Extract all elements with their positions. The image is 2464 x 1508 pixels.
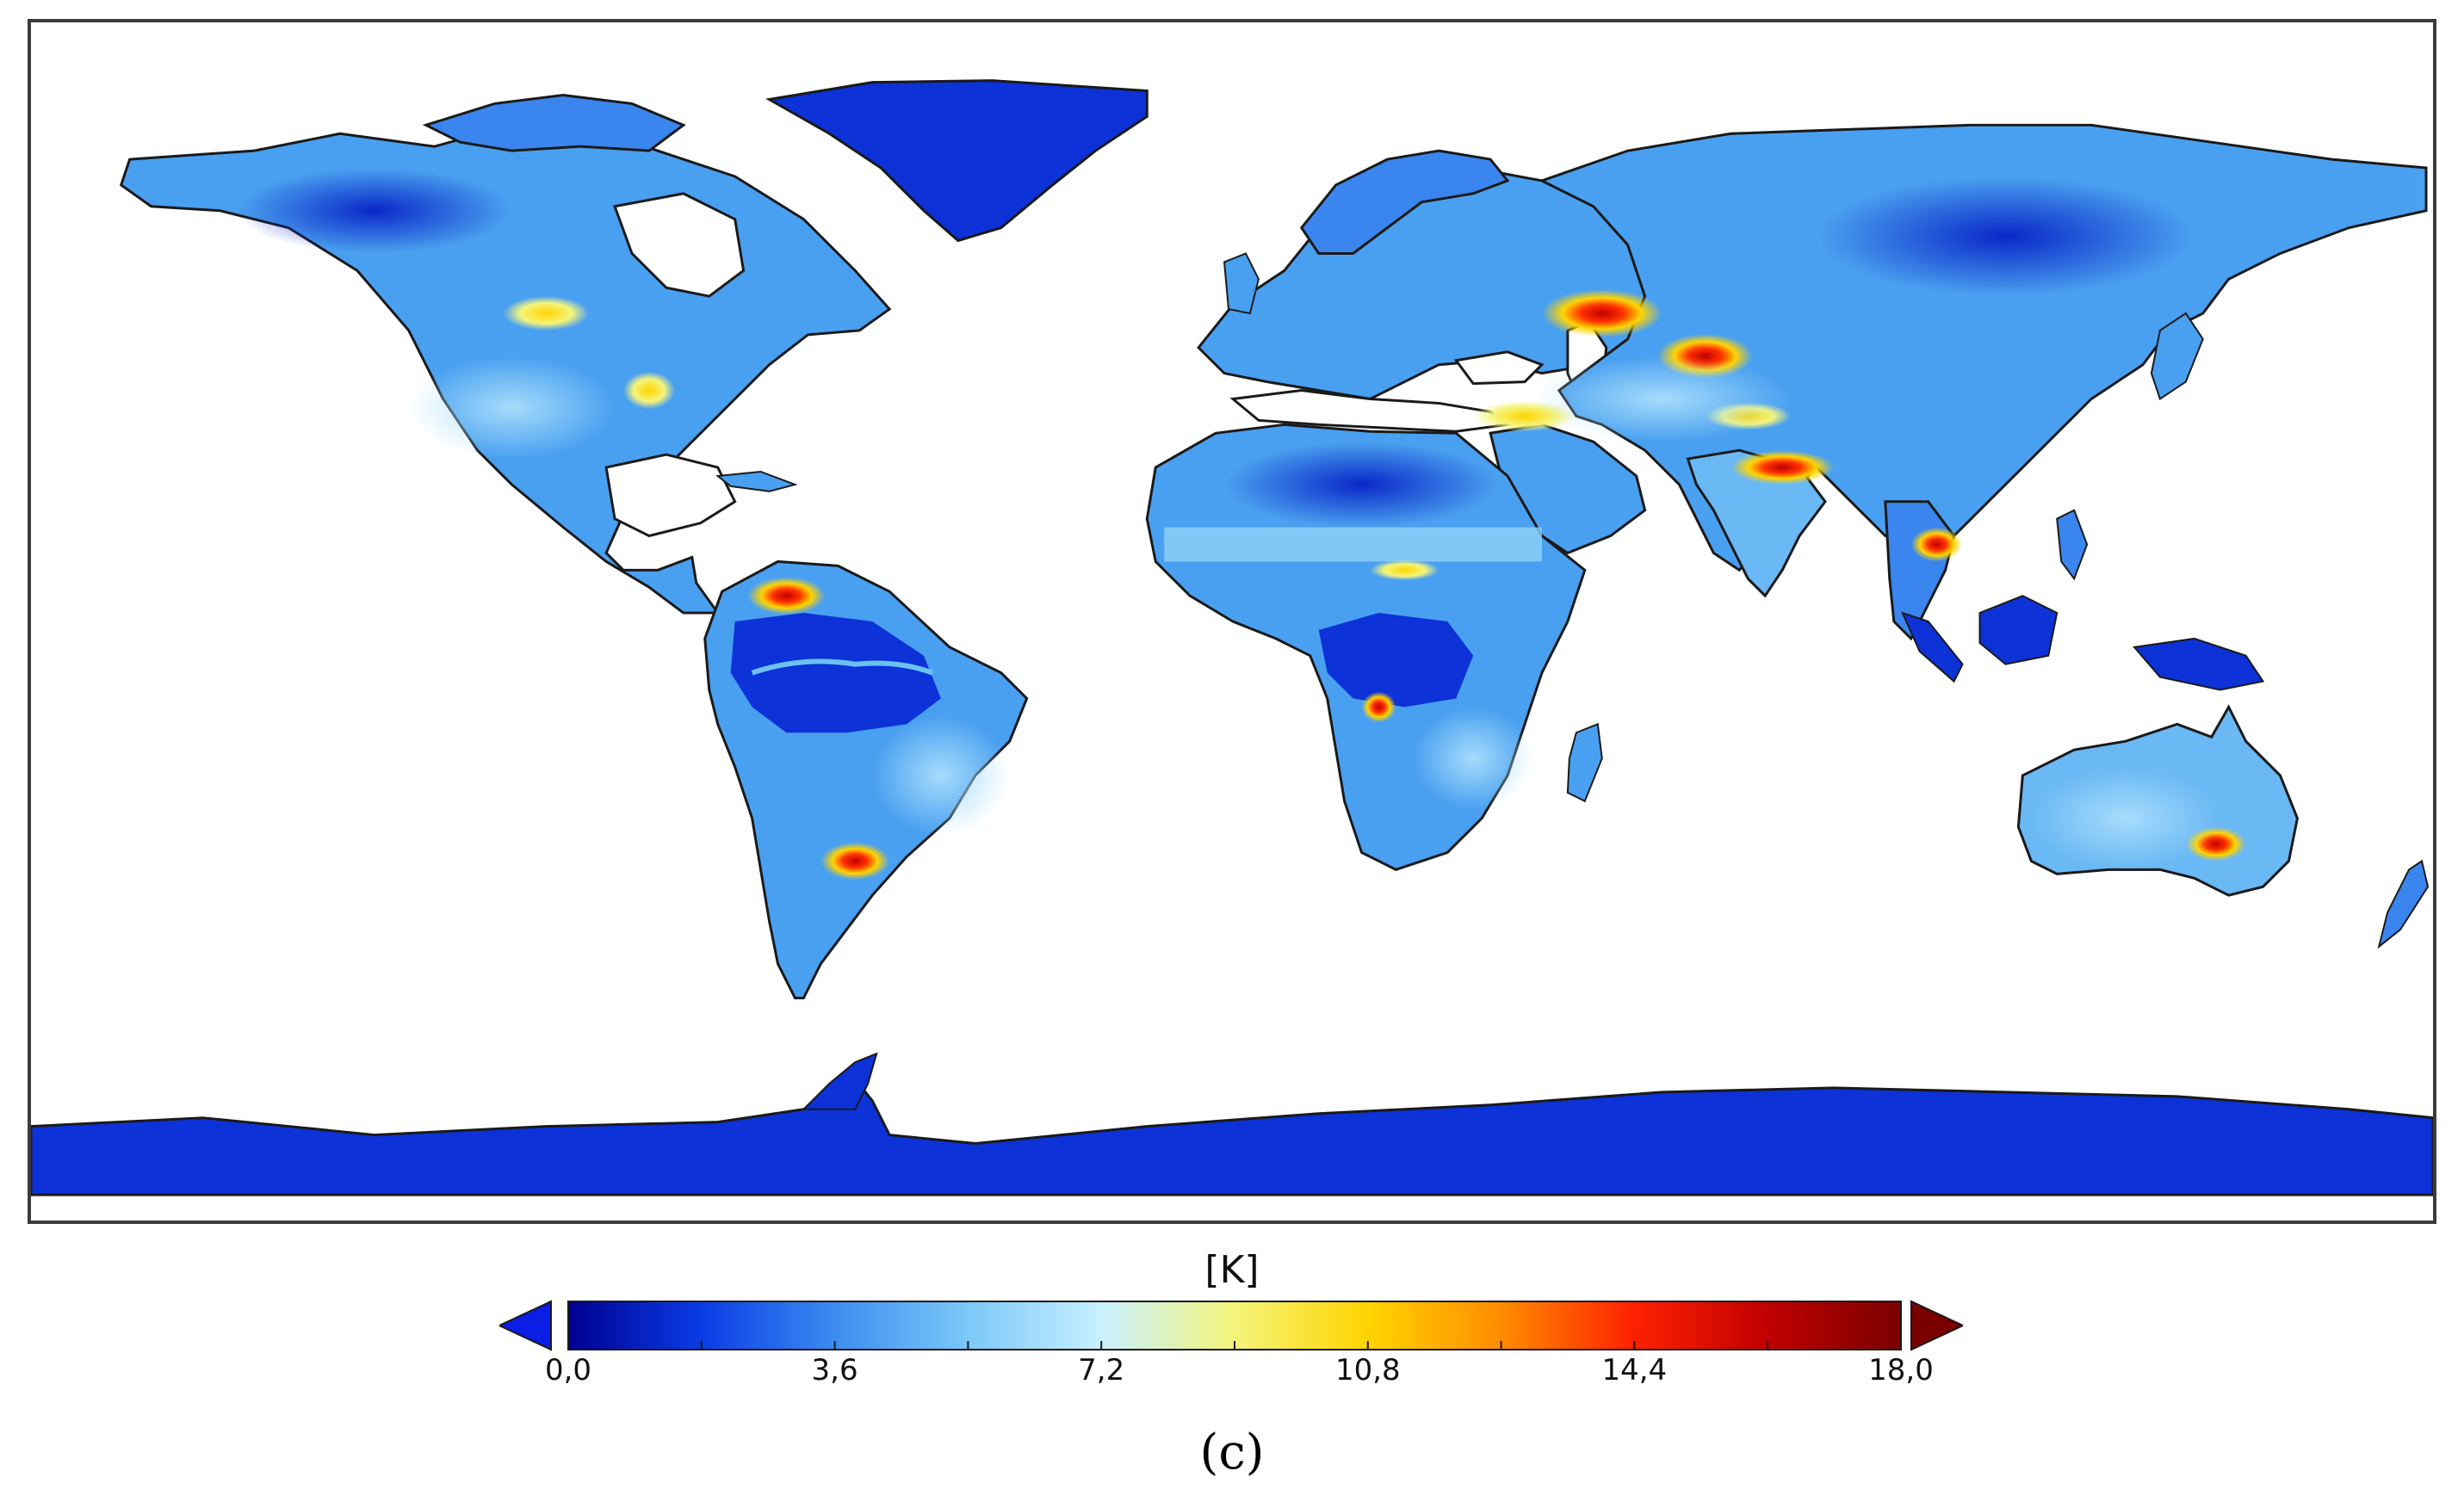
colorbar-tick-label: 0,0 — [545, 1353, 591, 1387]
land-madagascar — [1568, 724, 1602, 800]
colorbar-tick-label: 10,8 — [1335, 1353, 1401, 1387]
land-arctic-islands — [426, 96, 684, 151]
land-new-guinea — [2134, 639, 2263, 690]
colorbar — [499, 1291, 1963, 1386]
colorbar-tick-label: 7,2 — [1078, 1353, 1124, 1387]
map-frame — [28, 19, 2436, 1224]
colorbar-unit-label: [K] — [0, 1248, 2464, 1292]
colorbar-tick-label: 3,6 — [812, 1353, 858, 1387]
land-philippines — [2057, 510, 2087, 579]
land-new-zealand — [2379, 861, 2428, 946]
colorbar-over-arrow — [1911, 1301, 1963, 1350]
colorbar-tick-label: 18,0 — [1868, 1353, 1934, 1387]
land-sumatra — [1903, 613, 1963, 682]
colorbar-tick-label: 14,4 — [1602, 1353, 1668, 1387]
land-borneo — [1980, 596, 2058, 664]
colorbar-under-arrow — [499, 1301, 551, 1350]
panel-label: (c) — [0, 1425, 2464, 1480]
region-sahel — [1164, 528, 1542, 562]
water-gulf-of-mexico — [606, 454, 735, 535]
world-map — [31, 22, 2433, 1221]
land-antarctica — [31, 1079, 2433, 1195]
land-greenland — [770, 81, 1148, 241]
